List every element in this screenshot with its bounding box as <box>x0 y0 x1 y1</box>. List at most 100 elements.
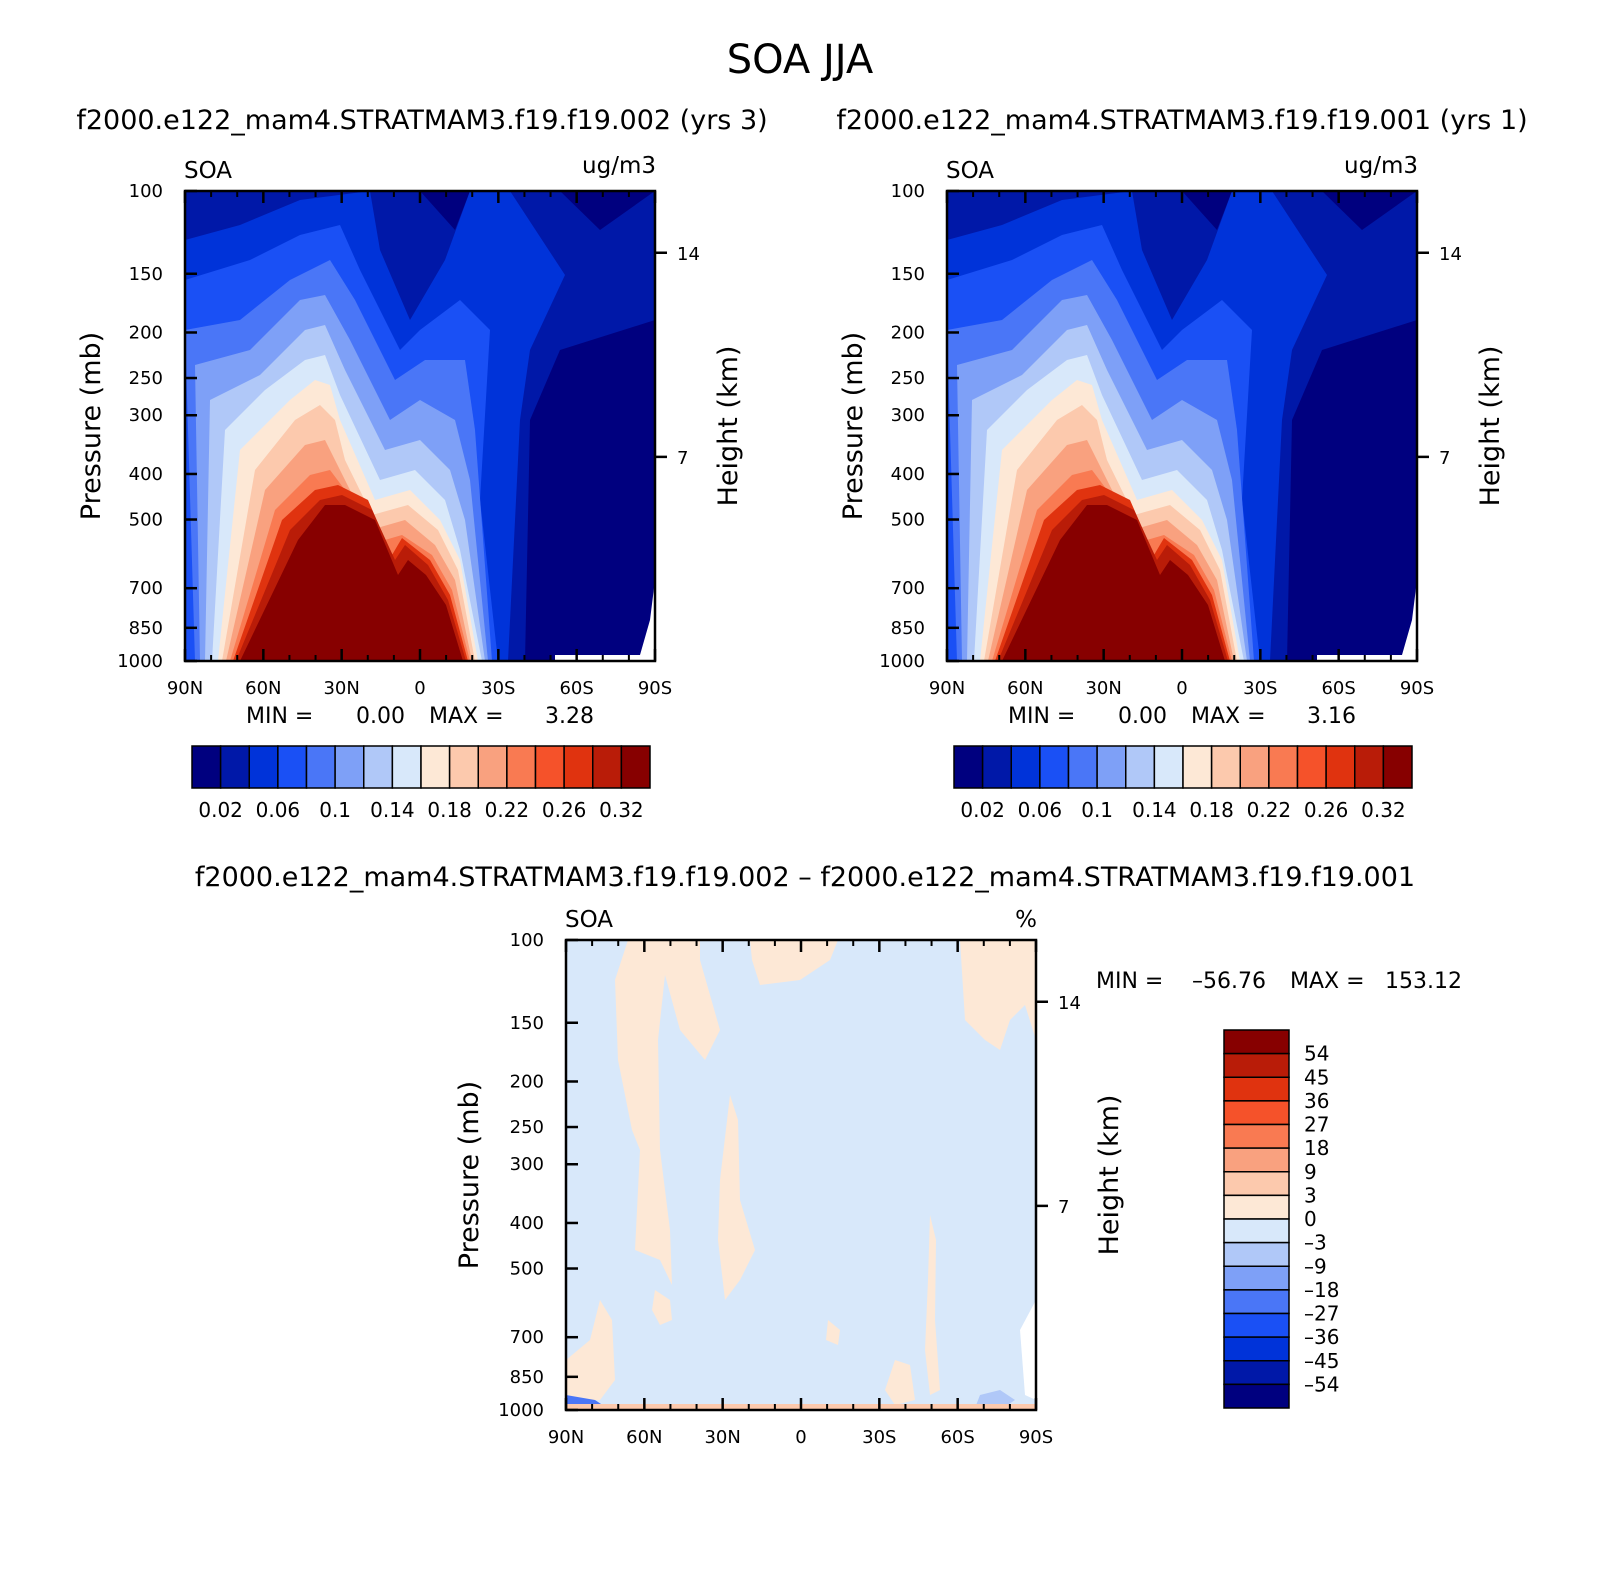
panel-b-colorbar: 0.02 0.06 0.1 0.14 0.18 0.22 0.26 0.32 <box>953 745 1413 822</box>
colorbar-label: –27 <box>1304 1302 1339 1326</box>
colorbar-box <box>448 745 479 789</box>
y-tick-label: 850 <box>510 1367 544 1388</box>
colorbar-box <box>592 745 623 789</box>
height-tick-label: 14 <box>1058 993 1081 1014</box>
colorbar-label: 0.02 <box>198 798 243 822</box>
colorbar-box <box>1382 745 1413 789</box>
colorbar-label: 36 <box>1304 1089 1329 1113</box>
y-tick-label: 850 <box>129 618 163 639</box>
panel-c-title: f2000.e122_mam4.STRATMAM3.f19.f19.002 – … <box>195 862 1415 893</box>
colorbar-label: –3 <box>1304 1231 1327 1255</box>
panel-b: f2000.e122_mam4.STRATMAM3.f19.f19.001 (y… <box>836 105 1527 822</box>
colorbar-box <box>305 745 336 789</box>
x-tick-label: 90S <box>638 678 672 699</box>
colorbar-box <box>1223 1123 1290 1149</box>
colorbar-label: 18 <box>1304 1136 1329 1160</box>
x-tick-label: 60N <box>1007 678 1043 699</box>
y-tick-label: 100 <box>891 181 925 202</box>
height-tick-label: 7 <box>677 448 688 469</box>
x-tick-label: 60S <box>1321 678 1355 699</box>
colorbar-box <box>1125 745 1156 789</box>
colorbar-box <box>1153 745 1184 789</box>
colorbar-label: 0.26 <box>1304 798 1349 822</box>
colorbar-box <box>334 745 365 789</box>
colorbar-box <box>1096 745 1127 789</box>
colorbar-label: 0.1 <box>319 798 351 822</box>
colorbar-box <box>1239 745 1270 789</box>
colorbar-box <box>1223 1052 1290 1078</box>
y-tick-label: 100 <box>510 930 544 951</box>
colorbar-box <box>477 745 508 789</box>
panel-a-max-label: MAX = <box>429 704 504 729</box>
y-tick-label: 700 <box>510 1327 544 1348</box>
x-tick-label: 90N <box>167 678 203 699</box>
y-tick-label: 850 <box>891 618 925 639</box>
panel-a-ylabel: Pressure (mb) <box>76 332 107 520</box>
panel-b-title: f2000.e122_mam4.STRATMAM3.f19.f19.001 (y… <box>836 105 1527 136</box>
y-tick-label: 250 <box>891 368 925 389</box>
colorbar-box <box>1067 745 1098 789</box>
colorbar-box <box>981 745 1012 789</box>
x-tick-label: 0 <box>795 1427 806 1448</box>
panel-a-colorbar: 0.02 0.06 0.1 0.14 0.18 0.22 0.26 0.32 <box>191 745 651 822</box>
y-tick-label: 300 <box>129 405 163 426</box>
x-tick-label: 60N <box>626 1427 662 1448</box>
colorbar-label: 0.26 <box>542 798 587 822</box>
y-tick-label: 200 <box>891 322 925 343</box>
colorbar-label: 0.32 <box>599 798 644 822</box>
panel-c-max-value: 153.12 <box>1385 969 1462 994</box>
colorbar-label: 0.14 <box>370 798 415 822</box>
colorbar-box <box>563 745 594 789</box>
colorbar-box <box>1325 745 1356 789</box>
colorbar-box <box>1223 1076 1290 1102</box>
colorbar-label: 0.14 <box>1132 798 1177 822</box>
colorbar-box <box>219 745 250 789</box>
colorbar-box <box>248 745 279 789</box>
colorbar-box <box>1039 745 1070 789</box>
y-tick-label: 500 <box>129 510 163 531</box>
x-tick-label: 30N <box>323 678 359 699</box>
colorbar-label: 0.22 <box>485 798 530 822</box>
x-tick-label: 90N <box>548 1427 584 1448</box>
height-tick-label: 14 <box>677 244 700 265</box>
panel-c-min-label: MIN = <box>1096 969 1163 994</box>
panel-a: f2000.e122_mam4.STRATMAM3.f19.f19.002 (y… <box>76 105 768 822</box>
colorbar-label: 0.02 <box>960 798 1005 822</box>
panel-a-title: f2000.e122_mam4.STRATMAM3.f19.f19.002 (y… <box>76 105 767 136</box>
x-tick-label: 90N <box>929 678 965 699</box>
colorbar-box <box>953 745 984 789</box>
colorbar-label: 9 <box>1304 1160 1317 1184</box>
x-tick-label: 30N <box>1085 678 1121 699</box>
panel-c-variable: SOA <box>565 907 613 933</box>
y-tick-label: 700 <box>891 578 925 599</box>
y-tick-label: 400 <box>891 464 925 485</box>
x-tick-label: 30N <box>704 1427 740 1448</box>
panel-c-field <box>566 940 1036 1410</box>
colorbar-label: 54 <box>1304 1042 1329 1066</box>
x-tick-label: 60S <box>940 1427 974 1448</box>
x-tick-label: 30S <box>1243 678 1277 699</box>
y-tick-label: 200 <box>510 1071 544 1092</box>
panel-a-min-label: MIN = <box>246 704 313 729</box>
panel-b-min-value: 0.00 <box>1118 704 1167 729</box>
colorbar-box <box>277 745 308 789</box>
y-tick-label: 400 <box>129 464 163 485</box>
x-tick-label: 60N <box>245 678 281 699</box>
colorbar-label: 0.32 <box>1361 798 1406 822</box>
panel-c-ylabel-right: Height (km) <box>1094 1095 1125 1256</box>
panel-a-min-value: 0.00 <box>356 704 405 729</box>
colorbar-label: –36 <box>1304 1325 1339 1349</box>
colorbar-box <box>1223 1100 1290 1126</box>
figure-title: SOA JJA <box>727 37 874 83</box>
colorbar-box <box>506 745 537 789</box>
panel-a-variable: SOA <box>184 158 232 184</box>
colorbar-box <box>1223 1218 1290 1244</box>
colorbar-box <box>1223 1194 1290 1220</box>
panel-b-ylabel: Pressure (mb) <box>838 332 869 520</box>
panel-c-min-value: –56.76 <box>1192 969 1266 994</box>
panel-b-max-value: 3.16 <box>1307 704 1356 729</box>
colorbar-box <box>1223 1289 1290 1315</box>
height-tick-label: 14 <box>1439 244 1462 265</box>
y-tick-label: 150 <box>129 264 163 285</box>
y-tick-label: 1000 <box>117 651 163 672</box>
